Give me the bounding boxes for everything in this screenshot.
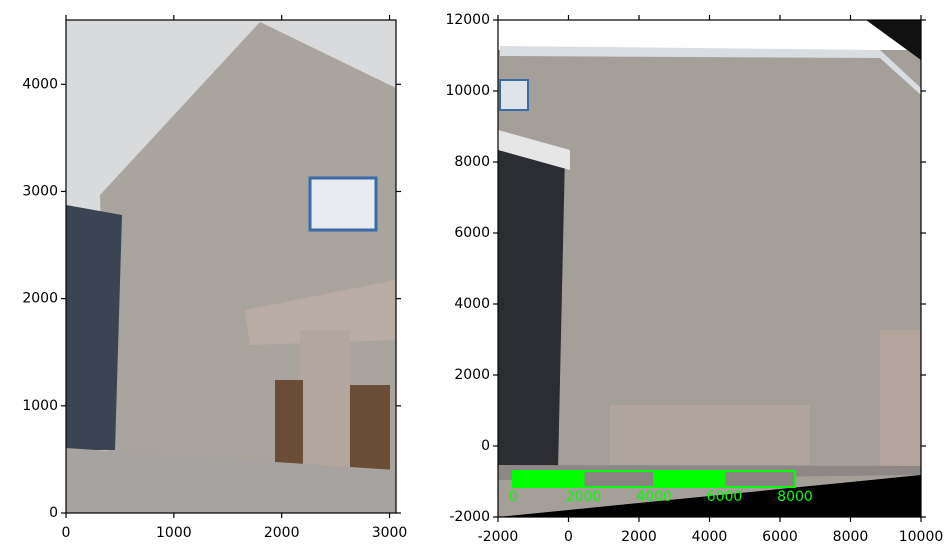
y-tick-label: 2000 [22, 291, 58, 307]
scale-bar-label: 4000 [636, 489, 672, 505]
y-tick-label: 2000 [454, 367, 490, 383]
x-tick-label: 2000 [264, 525, 300, 541]
scale-bar-label: 8000 [777, 489, 813, 505]
y-tick-label: 10000 [445, 83, 490, 99]
x-tick-label: -2000 [478, 529, 519, 545]
right-photo [498, 20, 921, 517]
x-tick-label: 2000 [621, 529, 657, 545]
x-tick-label: 0 [564, 529, 573, 545]
left-photo [66, 20, 396, 513]
x-tick-label: 0 [62, 525, 71, 541]
scale-bar-label: 2000 [566, 489, 602, 505]
y-tick-label: 0 [49, 505, 58, 521]
x-tick-label: 1000 [156, 525, 192, 541]
y-tick-label: 1000 [22, 398, 58, 414]
x-tick-label: 4000 [692, 529, 728, 545]
page: {"chart_data": [ {"type": "image", "xlim… [0, 0, 949, 550]
y-tick-label: 0 [481, 438, 490, 454]
x-tick-label: 8000 [833, 529, 869, 545]
x-tick-label: 6000 [762, 529, 798, 545]
scale-bar-segment [725, 471, 796, 487]
y-tick-label: 8000 [454, 154, 490, 170]
scale-bar-segment [584, 471, 655, 487]
y-tick-label: 3000 [22, 183, 58, 199]
y-tick-label: -2000 [449, 509, 490, 525]
x-tick-label: 10000 [899, 529, 944, 545]
y-tick-label: 6000 [454, 225, 490, 241]
scale-bar-label: 0 [509, 489, 518, 505]
y-tick-label: 4000 [22, 76, 58, 92]
figure: 0 1000 2000 3000 0 1000 2000 3000 4000 -2000 0 2000… [0, 0, 949, 550]
scale-bar-label: 6000 [707, 489, 743, 505]
x-tick-label: 3000 [372, 525, 408, 541]
scale-bar-segment [654, 471, 725, 487]
scale-bar-segment [513, 471, 584, 487]
y-tick-label: 4000 [454, 296, 490, 312]
y-tick-label: 12000 [445, 12, 490, 28]
